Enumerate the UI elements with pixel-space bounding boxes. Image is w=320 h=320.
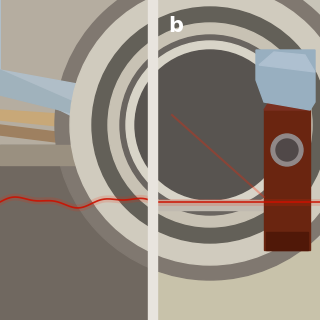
Polygon shape: [117, 54, 157, 196]
Polygon shape: [264, 102, 310, 110]
Polygon shape: [256, 50, 315, 110]
Polygon shape: [0, 0, 110, 120]
Polygon shape: [264, 110, 310, 250]
Circle shape: [126, 41, 294, 209]
Polygon shape: [100, 15, 203, 235]
Circle shape: [55, 0, 320, 280]
Polygon shape: [266, 232, 308, 250]
Polygon shape: [0, 125, 80, 145]
Circle shape: [135, 50, 285, 200]
Polygon shape: [0, 110, 145, 135]
Circle shape: [276, 139, 298, 161]
Circle shape: [120, 35, 300, 215]
Polygon shape: [0, 70, 100, 120]
Polygon shape: [125, 40, 210, 210]
Circle shape: [271, 134, 303, 166]
Circle shape: [70, 0, 320, 265]
Circle shape: [108, 23, 312, 227]
Circle shape: [92, 7, 320, 243]
Text: b: b: [168, 16, 183, 36]
Polygon shape: [259, 52, 315, 72]
